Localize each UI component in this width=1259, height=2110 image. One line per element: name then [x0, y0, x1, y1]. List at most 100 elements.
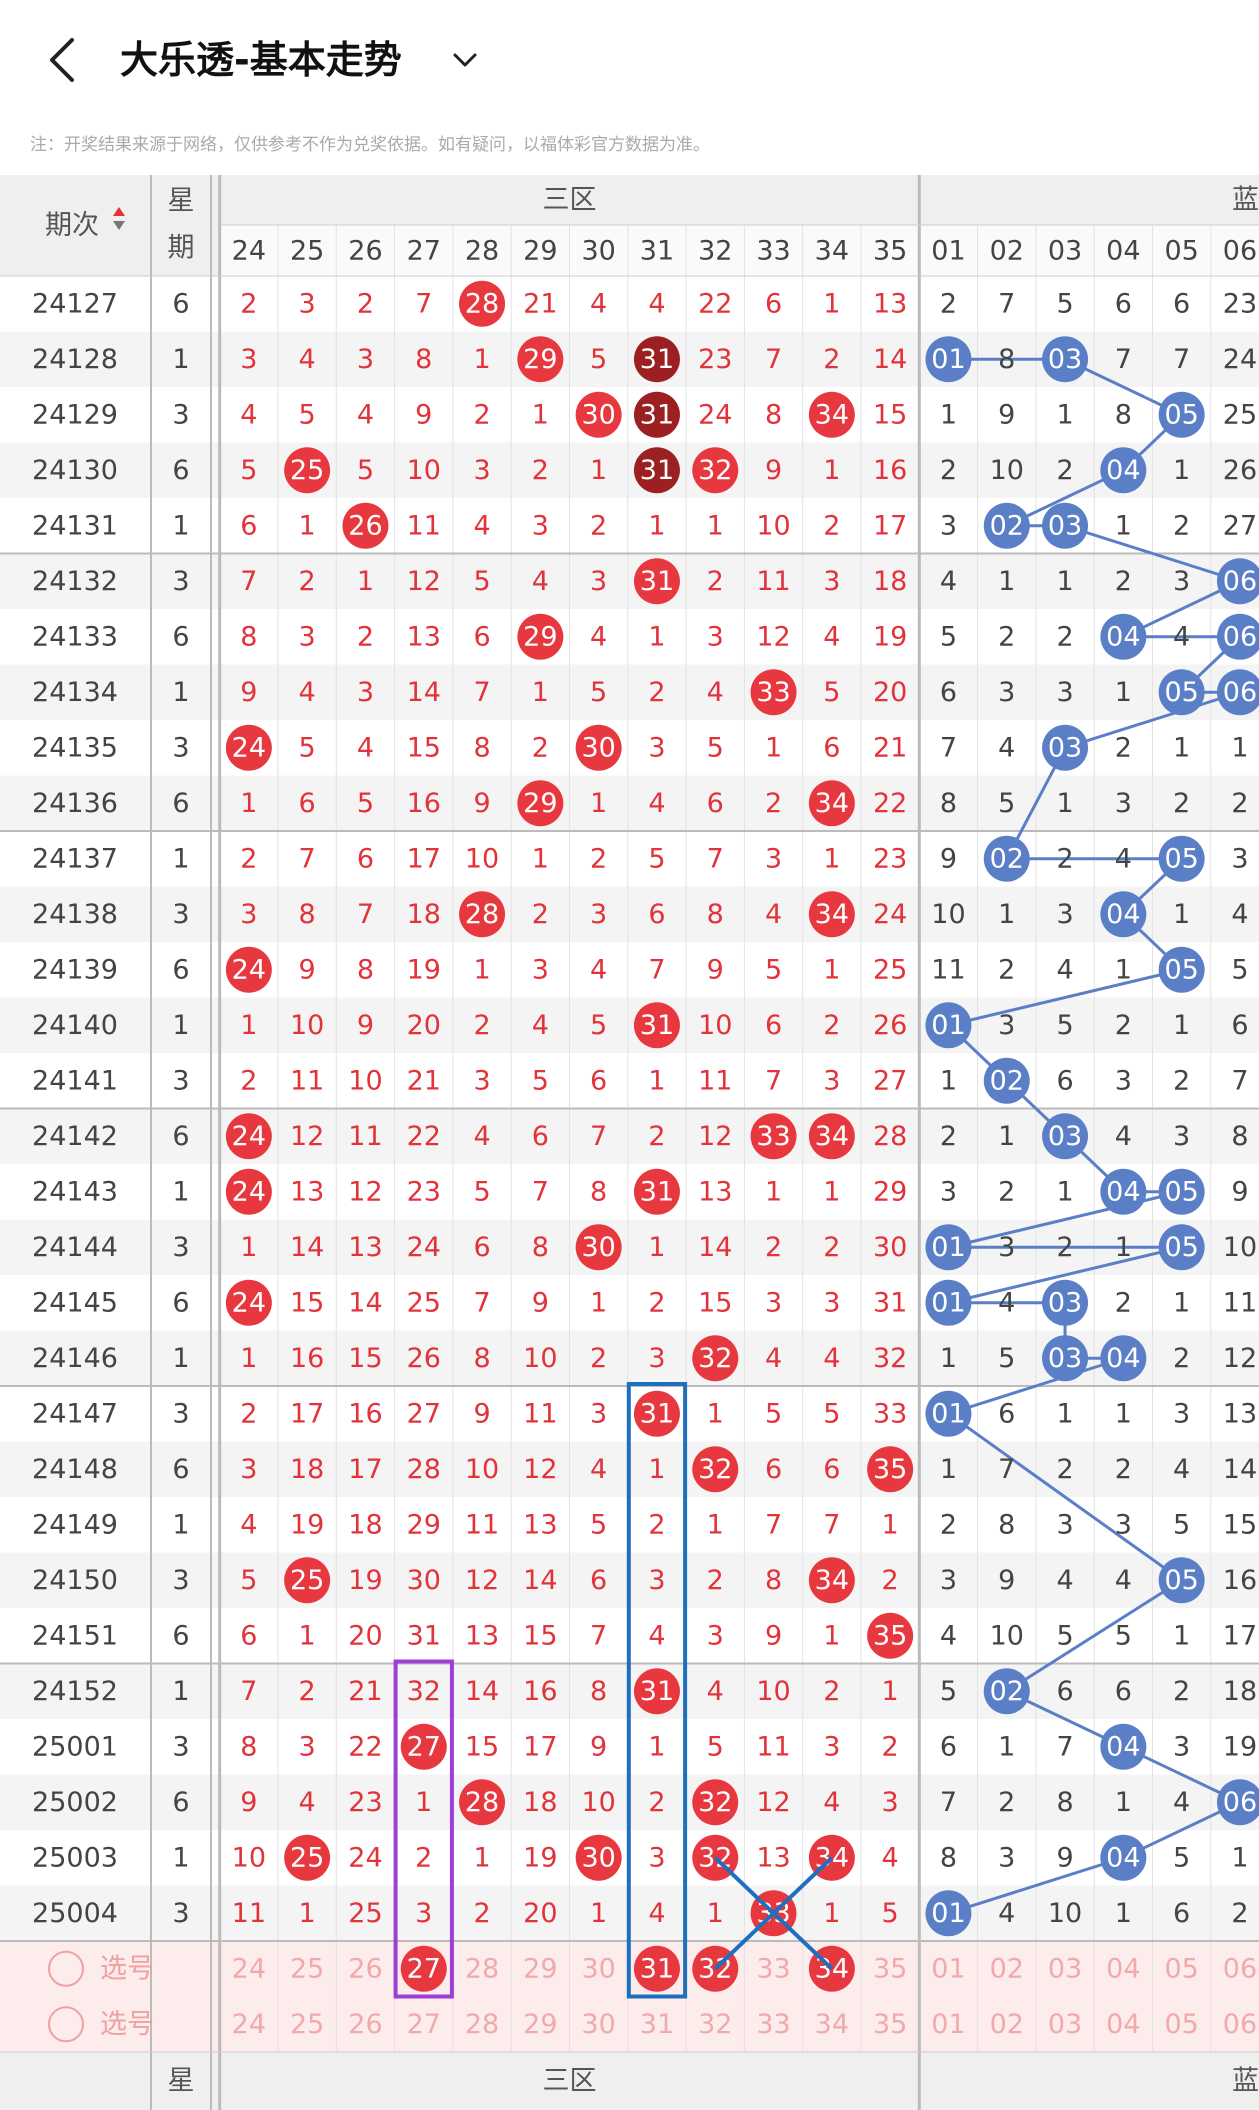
blue-hit-ball [1042, 502, 1089, 549]
selectable-number[interactable]: 04 [1106, 1953, 1140, 1984]
blue-hit-ball [1100, 1168, 1147, 1215]
zone3-hit-ball [808, 1113, 855, 1160]
zone3-hit-ball [225, 724, 272, 771]
selectable-number[interactable]: 25 [290, 2009, 324, 2040]
selected-ball[interactable] [633, 1945, 680, 1992]
column-header: 32 [698, 236, 732, 267]
zone3-hit-number: 34 [815, 1121, 849, 1152]
zone3-hit-number: 31 [640, 566, 674, 597]
zone3-miss-count: 4 [357, 399, 374, 430]
weekday: 1 [172, 1676, 189, 1707]
selectable-number[interactable]: 04 [1106, 2009, 1140, 2040]
selectable-number[interactable]: 33 [756, 2009, 790, 2040]
zone3-miss-count: 28 [407, 1454, 441, 1485]
selected-number[interactable]: 31 [640, 1953, 674, 1984]
zone3-miss-count: 7 [765, 1065, 782, 1096]
blue-miss-count: 26 [1223, 455, 1257, 486]
zone3-label: 三区 [543, 185, 597, 216]
zone3-miss-count: 1 [240, 788, 257, 819]
zone3-hit-ball [633, 1668, 680, 1715]
zone3-hit-ball [633, 1002, 680, 1049]
selectable-number[interactable]: 06 [1223, 2009, 1257, 2040]
selected-ball[interactable] [400, 1945, 447, 1992]
selectable-number[interactable]: 29 [523, 1953, 557, 1984]
zone3-hit-ball [284, 1557, 331, 1604]
selectable-number[interactable]: 31 [640, 2009, 674, 2040]
selectable-number[interactable]: 02 [990, 1953, 1024, 1984]
selectable-number[interactable]: 24 [232, 1953, 266, 1984]
selectable-number[interactable]: 01 [931, 1953, 965, 1984]
selectable-number[interactable]: 02 [990, 2009, 1024, 2040]
selectable-number[interactable]: 03 [1048, 2009, 1082, 2040]
zone3-miss-count: 2 [240, 1065, 257, 1096]
selectable-number[interactable]: 05 [1164, 2009, 1198, 2040]
zone3-miss-count: 17 [348, 1454, 382, 1485]
issue-number: 24141 [32, 1065, 118, 1096]
selectable-number[interactable]: 26 [348, 1953, 382, 1984]
blue-miss-count: 1 [998, 566, 1015, 597]
blue-hit-ball [1158, 1224, 1205, 1271]
blue-hit-number: 06 [1223, 621, 1257, 652]
selectable-number[interactable]: 03 [1048, 1953, 1082, 1984]
weekday: 3 [172, 732, 189, 763]
blue-miss-count: 2 [1115, 1287, 1132, 1318]
blue-hit-ball [1042, 1113, 1089, 1160]
selectable-number[interactable]: 33 [756, 1953, 790, 1984]
issue-number: 25004 [32, 1898, 118, 1929]
zone3-miss-count: 4 [882, 1842, 899, 1873]
zone3-miss-count: 2 [590, 510, 607, 541]
zone3-hit-number: 31 [640, 1398, 674, 1429]
selectable-number[interactable]: 28 [465, 2009, 499, 2040]
selectable-number[interactable]: 29 [523, 2009, 557, 2040]
selectable-number[interactable]: 26 [348, 2009, 382, 2040]
selectable-number[interactable]: 27 [407, 2009, 441, 2040]
selectable-number[interactable]: 01 [931, 2009, 965, 2040]
zone3-hit-number: 26 [348, 510, 382, 541]
blue-miss-count: 2 [1056, 843, 1073, 874]
blue-miss-count: 8 [940, 1842, 957, 1873]
zone3-hit-number: 24 [232, 954, 266, 985]
selectable-number[interactable]: 06 [1223, 1953, 1257, 1984]
zone3-hit-number: 30 [581, 399, 615, 430]
blue-miss-count: 4 [1115, 843, 1132, 874]
selectable-number[interactable]: 30 [581, 2009, 615, 2040]
blue-hit-ball [1158, 946, 1205, 993]
zone3-miss-count: 2 [590, 843, 607, 874]
selectable-number[interactable]: 25 [290, 1953, 324, 1984]
zone3-miss-count: 11 [407, 510, 441, 541]
zone3-miss-count: 27 [873, 1065, 907, 1096]
selectable-number[interactable]: 28 [465, 1953, 499, 1984]
zone3-miss-count: 3 [765, 843, 782, 874]
selectable-number[interactable]: 35 [873, 1953, 907, 1984]
selectable-number[interactable]: 30 [581, 1953, 615, 1984]
back-button[interactable] [50, 38, 74, 82]
selectable-number[interactable]: 32 [698, 2009, 732, 2040]
zone3-miss-count: 14 [290, 1232, 324, 1263]
blue-miss-count: 5 [1056, 288, 1073, 319]
selectable-number[interactable]: 35 [873, 2009, 907, 2040]
disclaimer-note: 注：开奖结果来源于网络，仅供参考不作为兑奖依据。如有疑问，以福体彩官方数据为准。 [30, 135, 710, 155]
zone3-miss-count: 7 [590, 1620, 607, 1651]
select-radio[interactable] [48, 1950, 84, 1987]
zone3-miss-count: 6 [707, 788, 724, 819]
zone3-miss-count: 1 [648, 510, 665, 541]
issue-number: 25001 [32, 1731, 118, 1762]
zone3-miss-count: 23 [873, 843, 907, 874]
zone3-hit-number: 33 [756, 1121, 790, 1152]
blue-miss-count: 6 [1056, 1065, 1073, 1096]
blue-miss-count: 1 [1231, 1842, 1248, 1873]
title-dropdown[interactable] [453, 53, 477, 67]
sort-down[interactable] [113, 221, 125, 230]
blue-hit-number: 04 [1106, 1842, 1140, 1873]
zone3-miss-count: 12 [523, 1454, 557, 1485]
zone3-hit-ball [517, 336, 564, 383]
selectable-number[interactable]: 24 [232, 2009, 266, 2040]
blue-miss-count: 2 [998, 1787, 1015, 1818]
zone3-miss-count: 3 [765, 1287, 782, 1318]
column-header: 04 [1106, 236, 1140, 267]
selectable-number[interactable]: 05 [1164, 1953, 1198, 1984]
selectable-number[interactable]: 34 [815, 2009, 849, 2040]
select-radio[interactable] [48, 2006, 84, 2043]
selected-number[interactable]: 27 [407, 1953, 441, 1984]
sort-up[interactable] [113, 207, 125, 216]
